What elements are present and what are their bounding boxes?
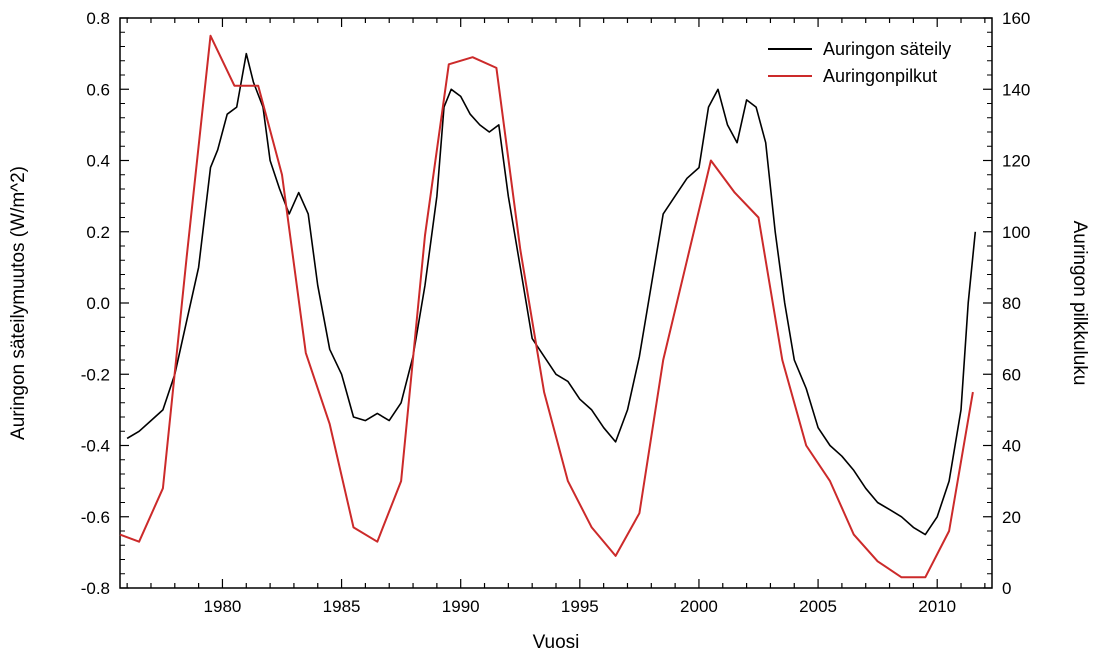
legend: Auringon säteily Auringonpilkut: [768, 39, 951, 86]
y-left-tick-label: 0.0: [86, 294, 110, 313]
y-axis-right-title: Auringon pilkkuluku: [1069, 221, 1090, 386]
y-left-tick-label: 0.6: [86, 80, 110, 99]
x-axis-title: Vuosi: [533, 632, 580, 653]
y-right-tick-label: 160: [1002, 9, 1030, 28]
series-line-sunspots: [119, 34, 974, 579]
y-right-tick-label: 20: [1002, 508, 1021, 527]
x-tick-label: 1995: [561, 597, 599, 616]
legend-label-sunspots: Auringonpilkut: [823, 66, 937, 86]
tick-labels-group: 1980 1985 1990 1995 2000 2005 2010 -0.8 -0.6 -0.4…: [81, 9, 1031, 616]
y-right-tick-label: 40: [1002, 437, 1021, 456]
x-tick-label: 1985: [323, 597, 361, 616]
x-tick-label: 2005: [799, 597, 837, 616]
series-line-irradiance: [126, 52, 977, 536]
y-right-tick-label: 140: [1002, 80, 1030, 99]
y-right-tick-label: 80: [1002, 294, 1021, 313]
x-tick-label: 1980: [204, 597, 242, 616]
plot-frame: [119, 17, 993, 589]
series-group: [119, 34, 977, 579]
y-right-tick-label: 0: [1002, 579, 1011, 598]
x-tick-label: 2000: [680, 597, 718, 616]
x-tick-label: 2010: [918, 597, 956, 616]
y-left-tick-label: -0.8: [81, 579, 110, 598]
y-left-tick-label: 0.8: [86, 9, 110, 28]
y-left-tick-label: -0.6: [81, 508, 110, 527]
y-right-tick-label: 120: [1002, 152, 1030, 171]
legend-label-irradiance: Auringon säteily: [823, 39, 951, 59]
y-left-tick-label: -0.2: [81, 365, 110, 384]
y-left-tick-label: 0.2: [86, 223, 110, 242]
y-axis-left-title: Auringon säteilymuutos (W/m^2): [8, 166, 29, 440]
ticks-group: [120, 17, 992, 589]
x-tick-label: 1990: [442, 597, 480, 616]
y-left-tick-label: 0.4: [86, 152, 110, 171]
y-right-tick-label: 100: [1002, 223, 1030, 242]
y-right-tick-label: 60: [1002, 365, 1021, 384]
y-left-tick-label: -0.4: [81, 437, 110, 456]
